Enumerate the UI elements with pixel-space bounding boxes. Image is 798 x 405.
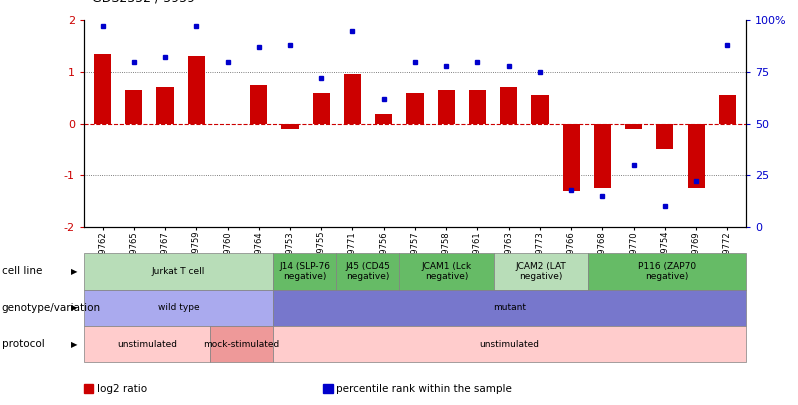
Bar: [313, 92, 330, 124]
Text: mock-stimulated: mock-stimulated: [203, 340, 279, 349]
Bar: [719, 95, 736, 124]
Bar: [437, 90, 455, 124]
Bar: [594, 124, 611, 188]
Text: ▶: ▶: [71, 340, 77, 349]
Bar: [531, 95, 548, 124]
Bar: [250, 85, 267, 124]
Text: unstimulated: unstimulated: [480, 340, 539, 349]
Text: J45 (CD45
negative): J45 (CD45 negative): [346, 262, 390, 281]
Text: unstimulated: unstimulated: [117, 340, 177, 349]
Text: log2 ratio: log2 ratio: [97, 384, 147, 394]
Text: JCAM2 (LAT
negative): JCAM2 (LAT negative): [516, 262, 567, 281]
Text: genotype/variation: genotype/variation: [2, 303, 101, 313]
Text: ▶: ▶: [71, 303, 77, 312]
Bar: [282, 124, 298, 129]
Text: J14 (SLP-76
negative): J14 (SLP-76 negative): [279, 262, 330, 281]
Text: GDS2352 / 5959: GDS2352 / 5959: [92, 0, 195, 4]
Text: ▶: ▶: [71, 267, 77, 276]
Text: wild type: wild type: [157, 303, 200, 312]
Text: P116 (ZAP70
negative): P116 (ZAP70 negative): [638, 262, 697, 281]
Bar: [625, 124, 642, 129]
Bar: [344, 75, 361, 124]
Bar: [563, 124, 580, 191]
Text: cell line: cell line: [2, 266, 42, 276]
Bar: [688, 124, 705, 188]
Bar: [125, 90, 142, 124]
Bar: [500, 87, 517, 124]
Bar: [406, 92, 424, 124]
Text: percentile rank within the sample: percentile rank within the sample: [336, 384, 512, 394]
Bar: [375, 114, 393, 124]
Bar: [188, 56, 205, 124]
Text: mutant: mutant: [493, 303, 526, 312]
Bar: [469, 90, 486, 124]
Bar: [656, 124, 674, 149]
Text: Jurkat T cell: Jurkat T cell: [152, 267, 205, 276]
Text: protocol: protocol: [2, 339, 45, 349]
Bar: [94, 54, 111, 124]
Text: JCAM1 (Lck
negative): JCAM1 (Lck negative): [421, 262, 472, 281]
Bar: [156, 87, 174, 124]
